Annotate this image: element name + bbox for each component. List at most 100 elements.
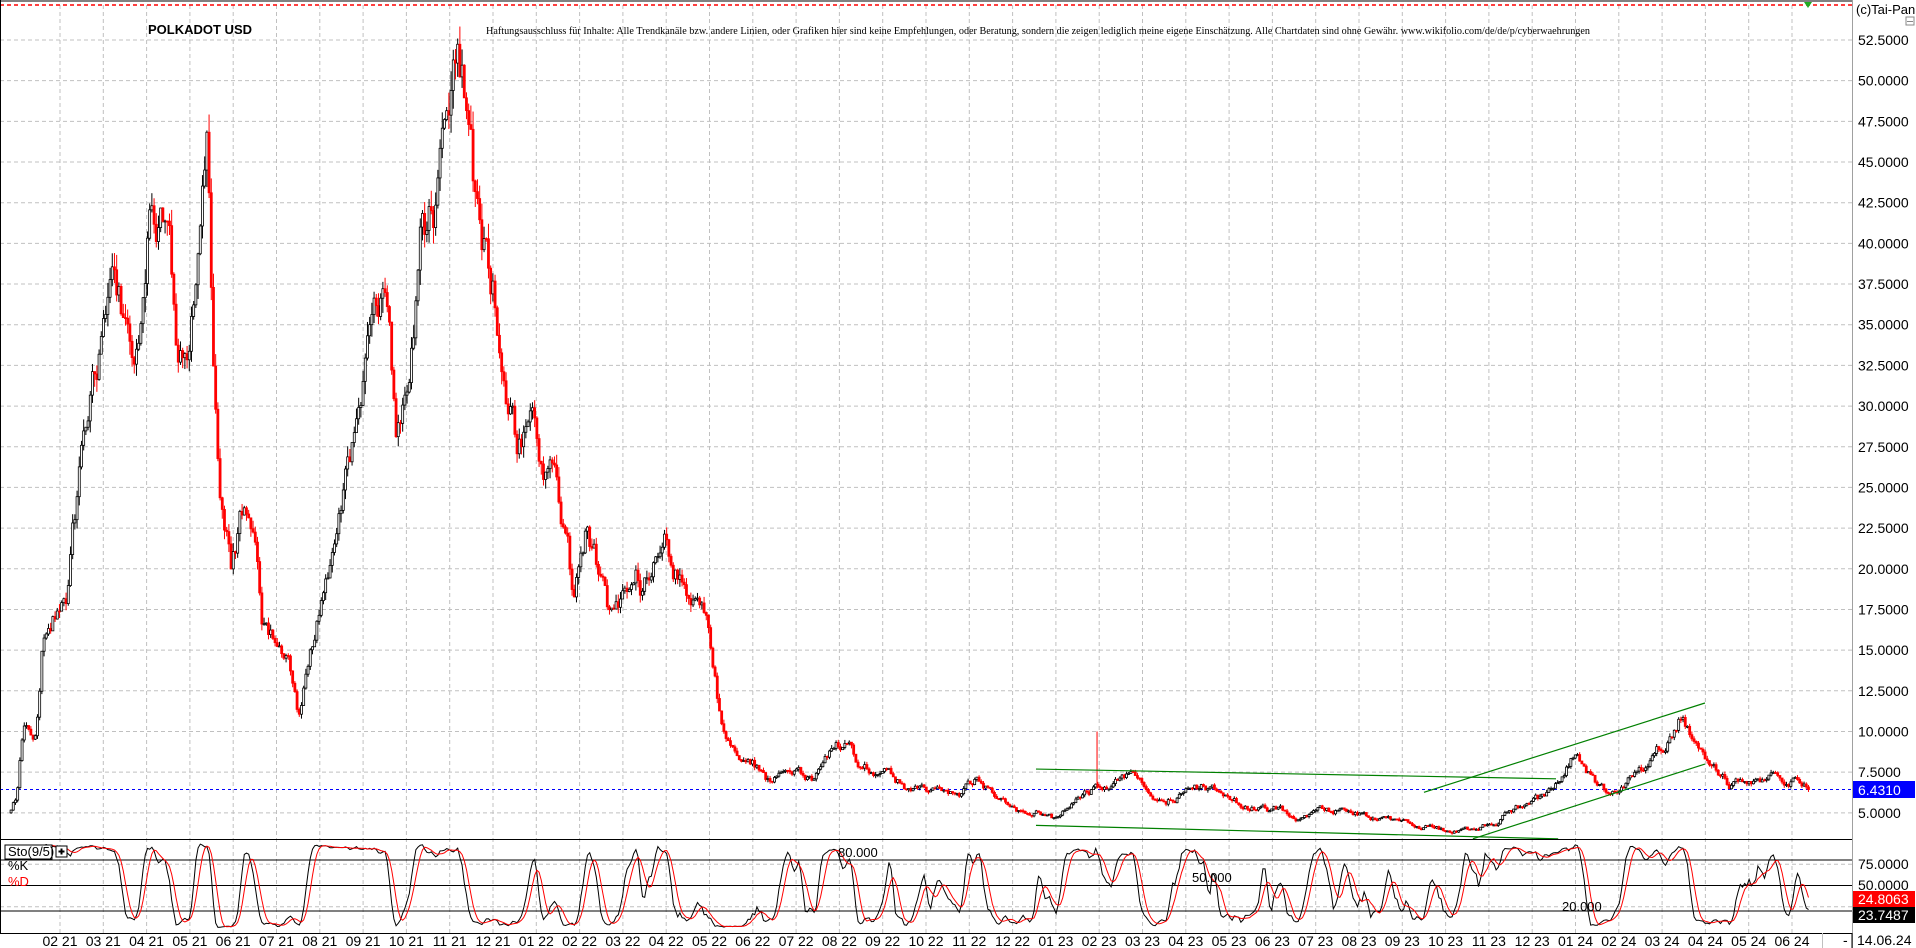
candle-down xyxy=(1527,803,1531,805)
candle-down xyxy=(1248,808,1252,812)
candle-down xyxy=(625,587,629,592)
stoch-d-line xyxy=(10,844,1809,928)
candle-down xyxy=(471,128,475,182)
time-tick-label: 11 21 xyxy=(433,933,467,948)
candle-up xyxy=(1503,812,1507,816)
candle-up xyxy=(341,489,345,511)
candle-down xyxy=(1015,807,1018,812)
candle-down xyxy=(502,371,506,382)
trendlines[interactable] xyxy=(1035,702,1706,840)
candle-up xyxy=(1303,815,1307,818)
candle-up xyxy=(1072,802,1076,805)
candle-up xyxy=(1059,814,1062,818)
candle-up xyxy=(438,147,442,179)
trendline-lower-descending[interactable] xyxy=(1035,824,1559,840)
candle-up xyxy=(678,574,682,580)
trendline-upper-descending[interactable] xyxy=(1035,768,1557,780)
candle-down xyxy=(429,206,433,212)
candle-up xyxy=(159,207,163,228)
candle-down xyxy=(1719,774,1722,777)
candle-up xyxy=(874,774,878,777)
candle-down xyxy=(564,526,567,534)
candle-down xyxy=(1604,788,1608,793)
candle-up xyxy=(1492,824,1496,827)
candle-down xyxy=(1030,814,1034,817)
candle-down xyxy=(685,584,688,596)
candle-up xyxy=(1045,814,1049,817)
time-tick-label: 02 23 xyxy=(1082,933,1117,948)
candle-up xyxy=(1103,786,1106,791)
candle-down xyxy=(1375,819,1379,822)
candle-up xyxy=(71,522,75,555)
candle-up xyxy=(966,780,970,785)
candle-up xyxy=(135,348,138,365)
candle-up xyxy=(60,602,64,612)
candle-up xyxy=(696,597,699,600)
candle-down xyxy=(218,458,222,499)
candle-up xyxy=(1793,777,1797,779)
candle-down xyxy=(891,773,895,778)
candle-down xyxy=(753,759,757,768)
indicator-name-box[interactable] xyxy=(4,844,53,860)
candle-down xyxy=(922,784,926,788)
candle-up xyxy=(187,350,191,361)
candle-up xyxy=(907,788,911,791)
candle-up xyxy=(242,507,246,516)
current-price-value: 6.4310 xyxy=(1858,782,1901,798)
candle-down xyxy=(1389,816,1392,820)
candle-down xyxy=(245,507,248,515)
candle-up xyxy=(203,169,207,187)
time-tick-label: 06 21 xyxy=(216,933,251,948)
candle-down xyxy=(608,606,611,611)
price-tick-label: 17.5000 xyxy=(1858,601,1909,617)
candle-up xyxy=(876,774,880,776)
candle-up xyxy=(1334,810,1337,815)
time-tick-label: 05 22 xyxy=(692,933,727,948)
candle-up xyxy=(315,620,319,641)
trendline-channel-lower[interactable] xyxy=(1472,763,1706,840)
candle-down xyxy=(1204,785,1208,791)
candle-up xyxy=(942,789,946,792)
candle-down xyxy=(1776,772,1780,776)
candle-down xyxy=(1230,799,1234,802)
candle-up xyxy=(1655,746,1659,754)
time-tick-label: 04 22 xyxy=(649,933,684,948)
candle-down xyxy=(1138,777,1142,780)
candle-down xyxy=(1413,825,1417,828)
candle-up xyxy=(1336,809,1340,812)
candle-up xyxy=(949,791,952,794)
candle-down xyxy=(1019,810,1023,812)
candle-up xyxy=(775,775,779,778)
candle-down xyxy=(1800,782,1804,787)
candle-down xyxy=(121,313,125,318)
candle-down xyxy=(597,564,600,575)
candle-down xyxy=(1105,786,1109,790)
candle-up xyxy=(522,431,526,448)
candle-up xyxy=(1532,797,1535,802)
candle-up xyxy=(449,90,453,116)
candle-down xyxy=(1543,793,1546,797)
candle-down xyxy=(1417,826,1421,830)
candle-down xyxy=(977,776,981,782)
candle-down xyxy=(1283,809,1287,812)
candle-down xyxy=(115,269,119,296)
candle-down xyxy=(553,462,556,466)
candle-down xyxy=(894,776,897,783)
candle-up xyxy=(751,759,754,765)
price-tick-label: 15.0000 xyxy=(1858,642,1909,658)
candle-up xyxy=(201,185,204,227)
candle-up xyxy=(817,768,820,774)
candle-up xyxy=(1576,754,1579,756)
indicator-add-button[interactable] xyxy=(55,845,68,858)
price-tick-label: 35.0000 xyxy=(1858,317,1909,333)
candle-down xyxy=(905,788,908,791)
candle-up xyxy=(1653,752,1656,757)
scroll-minus-button[interactable]: - xyxy=(1843,932,1848,948)
candle-down xyxy=(1219,791,1223,794)
trendline-channel-upper[interactable] xyxy=(1423,702,1706,793)
candle-up xyxy=(20,739,24,762)
d-value: 24.8063 xyxy=(1858,891,1909,907)
collapse-panel-button[interactable] xyxy=(1905,16,1915,26)
